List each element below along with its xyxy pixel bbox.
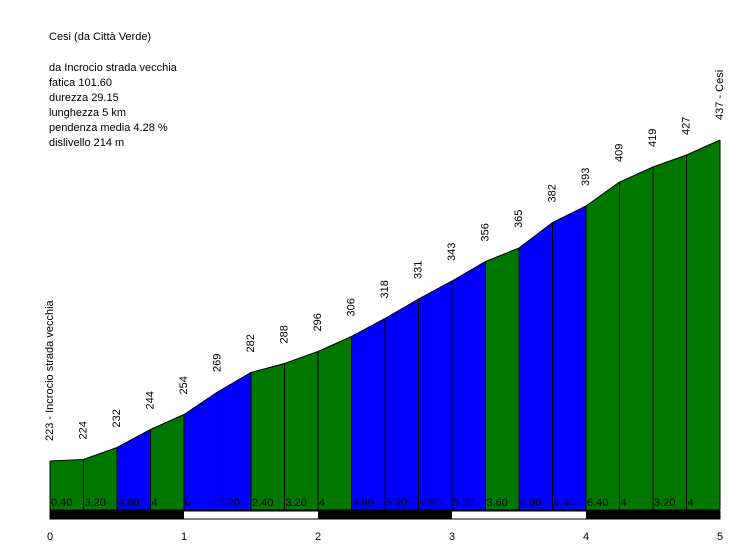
altitude-label: 288 bbox=[279, 325, 291, 343]
gradient-label: 4.40 bbox=[554, 497, 575, 509]
altitude-label: 382 bbox=[547, 184, 559, 202]
profile-segment bbox=[519, 222, 553, 510]
gradient-label: 6 bbox=[185, 497, 191, 509]
end-altitude-label: 437 - Cesi bbox=[714, 70, 726, 120]
info-fatica: fatica 101.60 bbox=[49, 77, 112, 89]
info-start: da Incrocio strada vecchia bbox=[49, 62, 177, 74]
scale-border bbox=[49, 510, 721, 520]
distance-tick-label: 2 bbox=[315, 531, 321, 543]
gradient-label: 6.80 bbox=[520, 497, 541, 509]
distance-tick-labels: 0 1 2 3 4 5 bbox=[47, 531, 723, 543]
distance-tick-label: 5 bbox=[717, 531, 723, 543]
profile-segment bbox=[117, 429, 151, 510]
altitude-label: 365 bbox=[513, 210, 525, 228]
altitude-label: 224 bbox=[78, 421, 90, 439]
gradient-label: 0.40 bbox=[51, 497, 72, 509]
scale-block bbox=[184, 511, 318, 519]
info-durezza: durezza 29.15 bbox=[49, 92, 119, 104]
altitude-label: 427 bbox=[681, 117, 693, 135]
profile-segment bbox=[251, 363, 285, 510]
gradient-label: 4 bbox=[319, 497, 325, 509]
profile-segment bbox=[586, 182, 620, 510]
altitude-label: 232 bbox=[111, 409, 123, 427]
gradient-label: 5.20 bbox=[453, 497, 474, 509]
distance-tick-label: 1 bbox=[181, 531, 187, 543]
profile-segment bbox=[452, 261, 486, 510]
gradient-label: 6.40 bbox=[587, 497, 608, 509]
profile-segment bbox=[653, 155, 687, 510]
gradient-label: 3.20 bbox=[85, 497, 106, 509]
altitude-label: 282 bbox=[245, 334, 257, 352]
profile-info: Cesi (da Città Verde) da Incrocio strada… bbox=[49, 30, 177, 151]
gradient-label: 2.40 bbox=[252, 497, 273, 509]
gradient-label: 4 bbox=[621, 497, 627, 509]
scale-block bbox=[318, 511, 452, 519]
gradient-label: 4 bbox=[688, 497, 694, 509]
profile-outline bbox=[49, 139, 721, 462]
distance-tick-label: 4 bbox=[583, 531, 589, 543]
gradient-label: 5.20 bbox=[386, 497, 407, 509]
gradient-label: 3.20 bbox=[286, 497, 307, 509]
altitude-labels: 223 - Incrocio strada vecchia 224 232 244 25… bbox=[44, 70, 726, 441]
profile-segment bbox=[686, 140, 720, 510]
profile-segment bbox=[552, 206, 586, 510]
profile-segment bbox=[385, 299, 419, 510]
profile-segment bbox=[284, 351, 318, 510]
altitude-label: 356 bbox=[480, 223, 492, 241]
segment-separators bbox=[49, 140, 721, 511]
gradient-label: 4 bbox=[152, 497, 158, 509]
altitude-label: 244 bbox=[145, 391, 157, 409]
profile-segment bbox=[150, 414, 184, 510]
altitude-label: 306 bbox=[346, 298, 358, 316]
distance-tick-label: 3 bbox=[449, 531, 455, 543]
start-altitude-label: 223 - Incrocio strada vecchia bbox=[44, 299, 56, 441]
distance-tick-label: 0 bbox=[47, 531, 53, 543]
altitude-label: 409 bbox=[614, 144, 626, 162]
info-dislivello: dislivello 214 m bbox=[49, 137, 125, 149]
altitude-label: 393 bbox=[580, 168, 592, 186]
scale-block bbox=[586, 511, 720, 519]
gradient-label: 3.20 bbox=[654, 497, 675, 509]
scale-block bbox=[50, 511, 184, 519]
info-pendenza: pendenza media 4.28 % bbox=[49, 122, 168, 134]
profile-segment bbox=[318, 336, 352, 510]
gradient-label: 5.20 bbox=[219, 497, 240, 509]
altitude-label: 331 bbox=[413, 261, 425, 279]
altitude-label: 269 bbox=[212, 354, 224, 372]
profile-segment bbox=[619, 167, 653, 510]
scale-block bbox=[452, 511, 586, 519]
altitude-label: 343 bbox=[446, 243, 458, 261]
profile-segment bbox=[351, 318, 385, 510]
distance-scale-bar bbox=[49, 510, 721, 520]
gradient-label: 3.60 bbox=[487, 497, 508, 509]
profile-segments bbox=[50, 140, 720, 510]
gradient-labels: 0.40 3.20 4.80 4 6 5.20 2.40 3.20 4 4.80 5.20 4.80 5… bbox=[51, 497, 694, 509]
altitude-label: 254 bbox=[178, 376, 190, 394]
profile-segment bbox=[418, 281, 452, 510]
profile-segment bbox=[184, 392, 218, 510]
profile-segment bbox=[50, 459, 84, 510]
altitude-label: 419 bbox=[647, 129, 659, 147]
gradient-label: 4.80 bbox=[118, 497, 139, 509]
profile-segment bbox=[83, 447, 117, 510]
altitude-label: 318 bbox=[379, 280, 391, 298]
gradient-label: 4.80 bbox=[420, 497, 441, 509]
altitude-label: 296 bbox=[312, 313, 324, 331]
gradient-label: 4.80 bbox=[353, 497, 374, 509]
profile-segment bbox=[485, 248, 519, 510]
info-lunghezza: lunghezza 5 km bbox=[49, 107, 127, 119]
profile-segment bbox=[217, 372, 251, 510]
chart-title: Cesi (da Città Verde) bbox=[49, 31, 152, 43]
